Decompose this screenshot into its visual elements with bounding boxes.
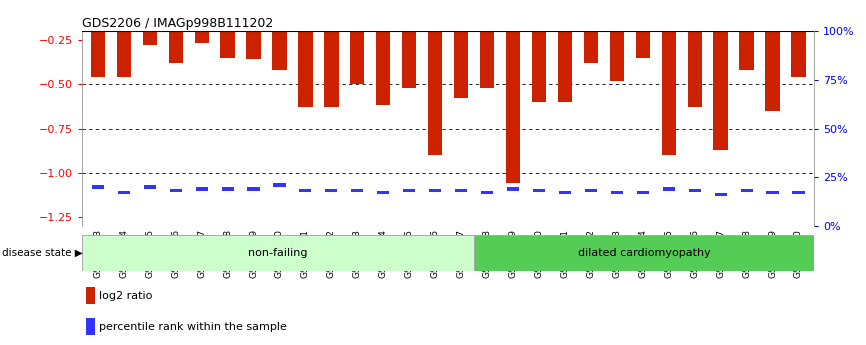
Bar — [350, 31, 365, 84]
Bar — [196, 187, 208, 190]
Text: dilated cardiomyopathy: dilated cardiomyopathy — [578, 248, 710, 258]
Bar — [585, 189, 597, 193]
Bar — [221, 31, 235, 58]
Bar — [714, 193, 727, 196]
Bar — [352, 189, 364, 193]
Bar — [714, 31, 727, 150]
Bar — [326, 189, 338, 193]
Bar — [584, 31, 598, 63]
Bar — [792, 31, 805, 77]
Bar — [480, 31, 494, 88]
Bar — [740, 31, 753, 70]
Bar — [481, 191, 493, 195]
Bar — [402, 31, 417, 88]
Bar — [143, 31, 157, 45]
Bar — [611, 191, 623, 195]
Text: GDS2206 / IMAGp998B111202: GDS2206 / IMAGp998B111202 — [82, 17, 274, 30]
Bar — [506, 31, 520, 184]
Bar — [532, 31, 546, 102]
Bar — [300, 189, 312, 193]
Bar — [636, 31, 650, 58]
Bar — [740, 189, 753, 193]
Bar — [688, 31, 701, 107]
Bar — [144, 185, 156, 189]
Bar — [118, 191, 130, 195]
Bar — [86, 287, 94, 304]
Bar — [662, 187, 675, 190]
Bar — [117, 31, 131, 77]
Bar — [766, 191, 779, 195]
Bar — [792, 191, 805, 195]
Bar — [455, 189, 467, 193]
Bar — [274, 184, 286, 187]
Bar — [195, 31, 209, 43]
Bar — [86, 318, 94, 335]
Bar — [428, 31, 443, 155]
Bar — [507, 187, 519, 190]
Bar — [376, 31, 391, 106]
Bar — [662, 31, 675, 155]
Bar — [169, 31, 183, 63]
Bar — [82, 235, 474, 271]
Bar — [404, 189, 416, 193]
Bar — [533, 189, 545, 193]
Bar — [766, 31, 779, 111]
Bar — [247, 31, 261, 59]
Bar — [324, 31, 339, 107]
Bar — [272, 31, 287, 70]
Text: non-failing: non-failing — [249, 248, 308, 258]
Text: log2 ratio: log2 ratio — [99, 290, 152, 300]
Bar — [610, 31, 624, 81]
Bar — [430, 189, 442, 193]
Bar — [688, 189, 701, 193]
Bar — [378, 191, 390, 195]
Bar — [222, 187, 234, 190]
Bar — [637, 191, 649, 195]
Bar — [298, 31, 313, 107]
Bar — [454, 31, 469, 98]
Bar — [474, 235, 814, 271]
Text: disease state ▶: disease state ▶ — [2, 248, 82, 258]
Text: percentile rank within the sample: percentile rank within the sample — [99, 322, 287, 332]
Bar — [248, 187, 260, 190]
Bar — [170, 189, 182, 193]
Bar — [559, 191, 571, 195]
Bar — [92, 185, 104, 189]
Bar — [91, 31, 105, 77]
Bar — [558, 31, 572, 102]
